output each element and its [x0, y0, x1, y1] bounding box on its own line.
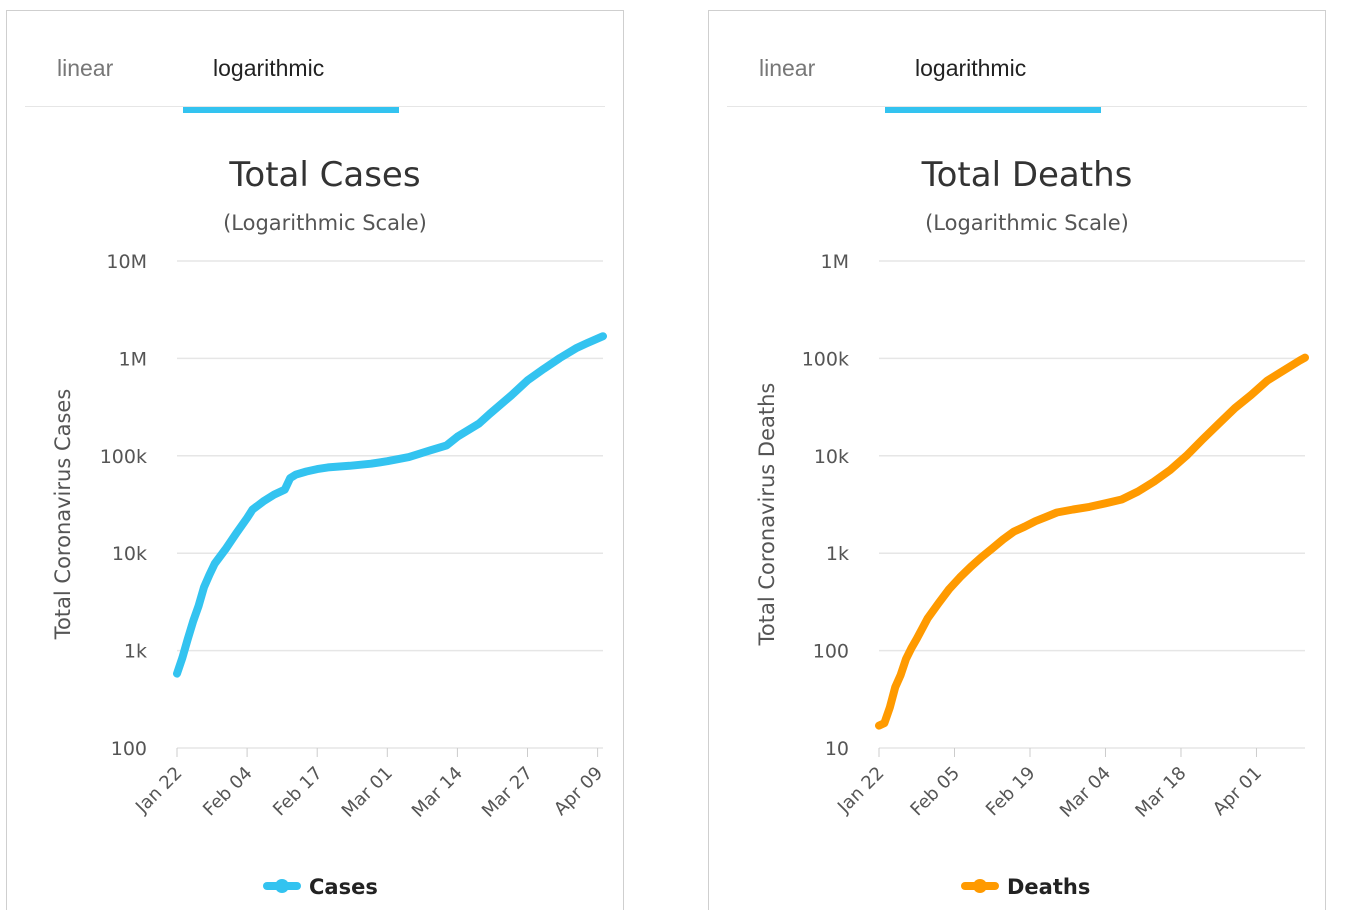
x-tick-label: Feb 19	[982, 763, 1040, 821]
y-tick-label: 10M	[106, 251, 147, 273]
chart-title: Total Cases	[228, 155, 420, 195]
y-tick-label: 10k	[112, 543, 147, 565]
x-tick-label: Feb 17	[269, 763, 327, 821]
cases-chart: Total Cases (Logarithmic Scale) Total Co…	[51, 155, 607, 899]
y-tick-label: 10	[825, 738, 849, 760]
y-tick-label: 100	[111, 738, 147, 760]
deaths-chart-panel: linear logarithmic Total Deaths (Logarit…	[708, 10, 1326, 910]
chart-subtitle: (Logarithmic Scale)	[925, 211, 1129, 235]
legend-label: Deaths	[1007, 875, 1090, 899]
legend-swatch-marker	[973, 879, 987, 893]
x-tick-label: Apr 01	[1209, 763, 1266, 820]
active-tab-indicator	[885, 107, 1101, 113]
chart-subtitle: (Logarithmic Scale)	[223, 211, 427, 235]
y-tick-label: 10k	[814, 446, 849, 468]
x-tick-label: Jan 22	[131, 763, 186, 818]
y-tick-label: 1k	[826, 543, 849, 565]
deaths-chart: Total Deaths (Logarithmic Scale) Total C…	[755, 155, 1309, 899]
legend[interactable]: Deaths	[961, 875, 1090, 899]
tab-separator	[727, 106, 1307, 107]
y-tick-label: 1M	[821, 251, 849, 273]
x-tick-labels: Jan 22 Feb 05 Feb 19 Mar 04 Mar 18 Apr 01	[833, 763, 1266, 822]
legend-swatch-marker	[275, 879, 289, 893]
y-tick-label: 100k	[802, 348, 849, 370]
grid-lines	[879, 260, 1305, 749]
series-layer	[173, 332, 607, 678]
y-tick-labels: 100 1k 10k 100k 1M 10M	[100, 251, 147, 760]
series-line	[875, 353, 1309, 730]
x-tick-label: Feb 04	[199, 763, 257, 821]
x-tick-marks	[176, 748, 599, 757]
tab-linear[interactable]: linear	[57, 55, 114, 81]
x-tick-label: Apr 09	[550, 763, 607, 820]
y-tick-label: 1k	[124, 641, 147, 663]
x-tick-label: Mar 27	[478, 763, 537, 822]
x-tick-label: Mar 14	[408, 763, 467, 822]
y-tick-label: 100k	[100, 446, 147, 468]
x-tick-label: Feb 05	[906, 763, 964, 821]
grid-lines	[177, 260, 603, 749]
legend[interactable]: Cases	[263, 875, 378, 899]
y-axis-label: Total Coronavirus Cases	[51, 389, 75, 641]
chart-title: Total Deaths	[921, 155, 1133, 195]
tab-separator	[25, 106, 605, 107]
x-tick-marks	[878, 748, 1257, 757]
tab-logarithmic[interactable]: logarithmic	[915, 55, 1027, 81]
x-tick-label: Mar 01	[338, 763, 397, 822]
series-line	[173, 332, 607, 678]
active-tab-indicator	[183, 107, 399, 113]
x-tick-label: Jan 22	[833, 763, 888, 818]
series-layer	[875, 353, 1309, 730]
tab-logarithmic[interactable]: logarithmic	[213, 55, 325, 81]
x-tick-labels: Jan 22 Feb 04 Feb 17 Mar 01 Mar 14 Mar 27 Apr …	[131, 763, 607, 822]
cases-chart-panel: linear logarithmic Total Cases (Logarith…	[6, 10, 624, 910]
x-tick-label: Mar 04	[1056, 763, 1115, 822]
y-axis-label: Total Coronavirus Deaths	[755, 383, 779, 647]
scale-tabs: linear logarithmic	[709, 11, 1325, 113]
tab-linear[interactable]: linear	[759, 55, 816, 81]
y-tick-labels: 10 100 1k 10k 100k 1M	[802, 251, 849, 760]
scale-tabs: linear logarithmic	[7, 11, 623, 113]
y-tick-label: 1M	[119, 348, 147, 370]
legend-label: Cases	[309, 875, 378, 899]
x-tick-label: Mar 18	[1131, 763, 1190, 822]
y-tick-label: 100	[813, 641, 849, 663]
